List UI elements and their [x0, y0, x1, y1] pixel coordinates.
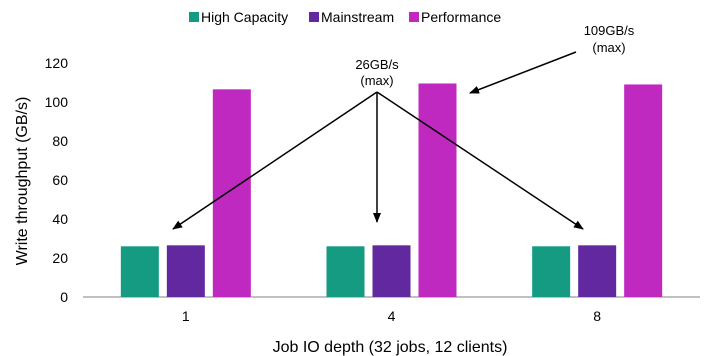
- bar-performance-1: [212, 89, 251, 297]
- x-tick-label: 8: [593, 308, 601, 324]
- annotation-arrow-left: [172, 91, 378, 230]
- annotation-arrow-performance: [469, 51, 577, 94]
- y-tick-label: 60: [52, 172, 68, 188]
- y-tick-label: 100: [45, 94, 69, 110]
- annotation-arrow-right: [376, 91, 584, 230]
- bar-high-capacity-1: [120, 246, 159, 297]
- y-tick-label: 20: [52, 250, 68, 266]
- bar-mainstream-1: [166, 245, 205, 297]
- x-tick-label: 1: [182, 308, 190, 324]
- legend: High Capacity Mainstream Performance: [189, 9, 501, 25]
- bar-performance-4: [418, 83, 457, 297]
- annotation-26gbs-line2: (max): [360, 73, 393, 88]
- bar-mainstream-4: [372, 245, 411, 297]
- annotation-109gbs: 109GB/s (max): [469, 23, 635, 94]
- bar-mainstream-8: [578, 245, 617, 297]
- x-axis-title: Job IO depth (32 jobs, 12 clients): [273, 339, 508, 356]
- y-axis-ticks: 0 20 40 60 80 100 120: [45, 55, 69, 305]
- annotation-26gbs: 26GB/s (max): [172, 57, 584, 230]
- annotation-26gbs-line1: 26GB/s: [355, 57, 399, 72]
- legend-label-performance: Performance: [421, 9, 501, 25]
- bar-performance-8: [624, 84, 663, 297]
- legend-label-high-capacity: High Capacity: [201, 9, 288, 25]
- bar-high-capacity-8: [532, 246, 571, 297]
- x-tick-label: 4: [388, 308, 396, 324]
- x-axis-ticks: 1 4 8: [182, 308, 601, 324]
- y-tick-label: 80: [52, 133, 68, 149]
- bar-high-capacity-4: [326, 246, 365, 297]
- y-axis-title: Write throughput (GB/s): [14, 97, 31, 266]
- legend-label-mainstream: Mainstream: [321, 9, 394, 25]
- y-tick-label: 0: [60, 289, 68, 305]
- legend-swatch-performance: [409, 12, 419, 22]
- annotation-109gbs-line1: 109GB/s: [584, 23, 635, 38]
- legend-swatch-mainstream: [309, 12, 319, 22]
- legend-swatch-high-capacity: [189, 12, 199, 22]
- bars: [120, 83, 663, 297]
- annotation-109gbs-line2: (max): [592, 40, 625, 55]
- y-tick-label: 40: [52, 211, 68, 227]
- y-tick-label: 120: [45, 55, 69, 71]
